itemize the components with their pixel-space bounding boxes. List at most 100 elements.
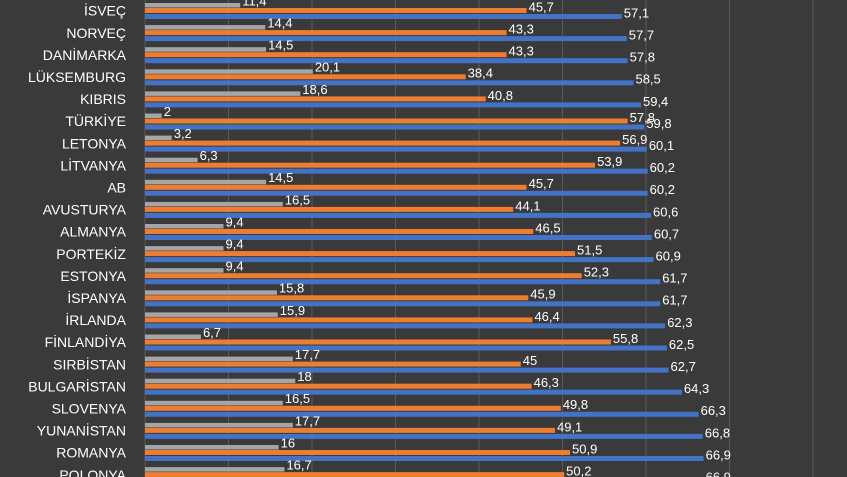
data-label: 66,3	[701, 403, 726, 418]
data-label: 52,3	[584, 265, 609, 280]
bar	[145, 91, 301, 96]
bar	[145, 69, 313, 74]
bar	[145, 405, 561, 411]
category-label: SLOVENYA	[52, 401, 127, 417]
bar	[145, 146, 647, 152]
category-label: ROMANYA	[56, 445, 126, 461]
category-label: NORVEÇ	[66, 25, 126, 41]
data-label: 60,9	[656, 249, 681, 264]
data-label: 62,7	[671, 359, 696, 374]
bar	[145, 168, 648, 174]
category-label: PORTEKİZ	[56, 245, 126, 262]
bar	[145, 456, 704, 461]
data-label: 59,8	[646, 116, 671, 131]
category-label: LÜKSEMBURG	[28, 68, 126, 85]
category-label: ESTONYA	[60, 268, 126, 284]
bar	[145, 124, 645, 130]
bar	[145, 80, 634, 86]
bar	[145, 251, 576, 257]
bar	[145, 3, 241, 8]
bar	[145, 279, 661, 285]
data-label: 9,4	[225, 237, 243, 252]
data-label: 57,8	[630, 110, 655, 125]
data-label: 60,7	[654, 226, 679, 241]
data-label: 55,8	[613, 331, 638, 346]
data-label: 60,1	[649, 138, 674, 153]
bar	[145, 201, 283, 207]
data-label: 57,1	[624, 5, 649, 20]
bar	[145, 212, 652, 218]
bar	[145, 246, 224, 251]
bar	[145, 312, 278, 317]
data-label: 45,9	[530, 287, 555, 302]
data-label: 9,4	[225, 214, 243, 229]
bar	[145, 339, 611, 345]
data-label: 46,3	[534, 375, 559, 390]
data-label: 43,3	[509, 22, 534, 37]
bar	[145, 273, 582, 279]
bar	[145, 113, 162, 118]
data-label: 58,5	[635, 72, 660, 87]
bar	[145, 378, 296, 384]
bar	[145, 235, 652, 240]
data-label: 9,4	[225, 259, 243, 274]
category-label: İRLANDA	[65, 311, 126, 328]
bar	[145, 102, 641, 108]
bar	[145, 323, 666, 329]
category-label: KIBRIS	[80, 91, 126, 107]
category-label: BULGARİSTAN	[28, 377, 126, 394]
bar	[145, 290, 277, 295]
category-label: SIRBİSTAN	[53, 355, 126, 372]
data-label: 45,7	[529, 176, 554, 191]
data-label: 43,3	[509, 44, 534, 59]
data-label: 15,9	[280, 303, 305, 318]
data-label: 16,5	[285, 192, 310, 207]
bar	[145, 450, 571, 455]
bar	[145, 14, 622, 19]
data-label: 2	[164, 104, 171, 119]
bar	[145, 229, 534, 234]
bar	[145, 467, 285, 472]
bar	[145, 157, 198, 163]
data-label: 57,7	[629, 28, 654, 43]
bar	[145, 301, 661, 307]
data-label: 51,5	[577, 243, 602, 258]
bar	[145, 472, 565, 477]
bar	[145, 361, 521, 367]
data-label: 40,8	[488, 88, 513, 103]
data-label: 3,2	[174, 126, 192, 141]
bar	[145, 317, 533, 323]
bar	[145, 206, 514, 212]
category-label: POLONYA	[59, 467, 126, 477]
data-label: 6,7	[203, 325, 221, 340]
data-label: 14,5	[268, 38, 293, 53]
data-label: 18	[297, 369, 311, 384]
data-label: 66,9	[706, 470, 731, 477]
bar	[145, 190, 648, 196]
data-label: 44,1	[515, 198, 540, 213]
data-label: 56,9	[622, 132, 647, 147]
bar	[145, 47, 267, 52]
category-label: İSPANYA	[67, 289, 126, 306]
category-label: İSVEÇ	[84, 2, 126, 19]
data-label: 6,3	[200, 148, 218, 163]
category-label: YUNANİSTAN	[37, 422, 126, 439]
bar	[145, 25, 266, 30]
data-label: 60,6	[653, 204, 678, 219]
data-label: 50,2	[566, 464, 591, 477]
bar	[145, 135, 172, 141]
data-label: 50,9	[572, 441, 597, 456]
category-label: LETONYA	[62, 135, 127, 151]
bar	[145, 140, 621, 146]
data-label: 17,7	[295, 413, 320, 428]
data-label: 66,8	[705, 425, 730, 440]
data-label: 45	[523, 353, 537, 368]
data-label: 17,7	[295, 347, 320, 362]
category-label: TÜRKİYE	[65, 112, 126, 129]
bar	[145, 30, 507, 36]
bar	[145, 179, 267, 185]
data-label: 14,5	[268, 170, 293, 185]
bar	[145, 74, 466, 80]
